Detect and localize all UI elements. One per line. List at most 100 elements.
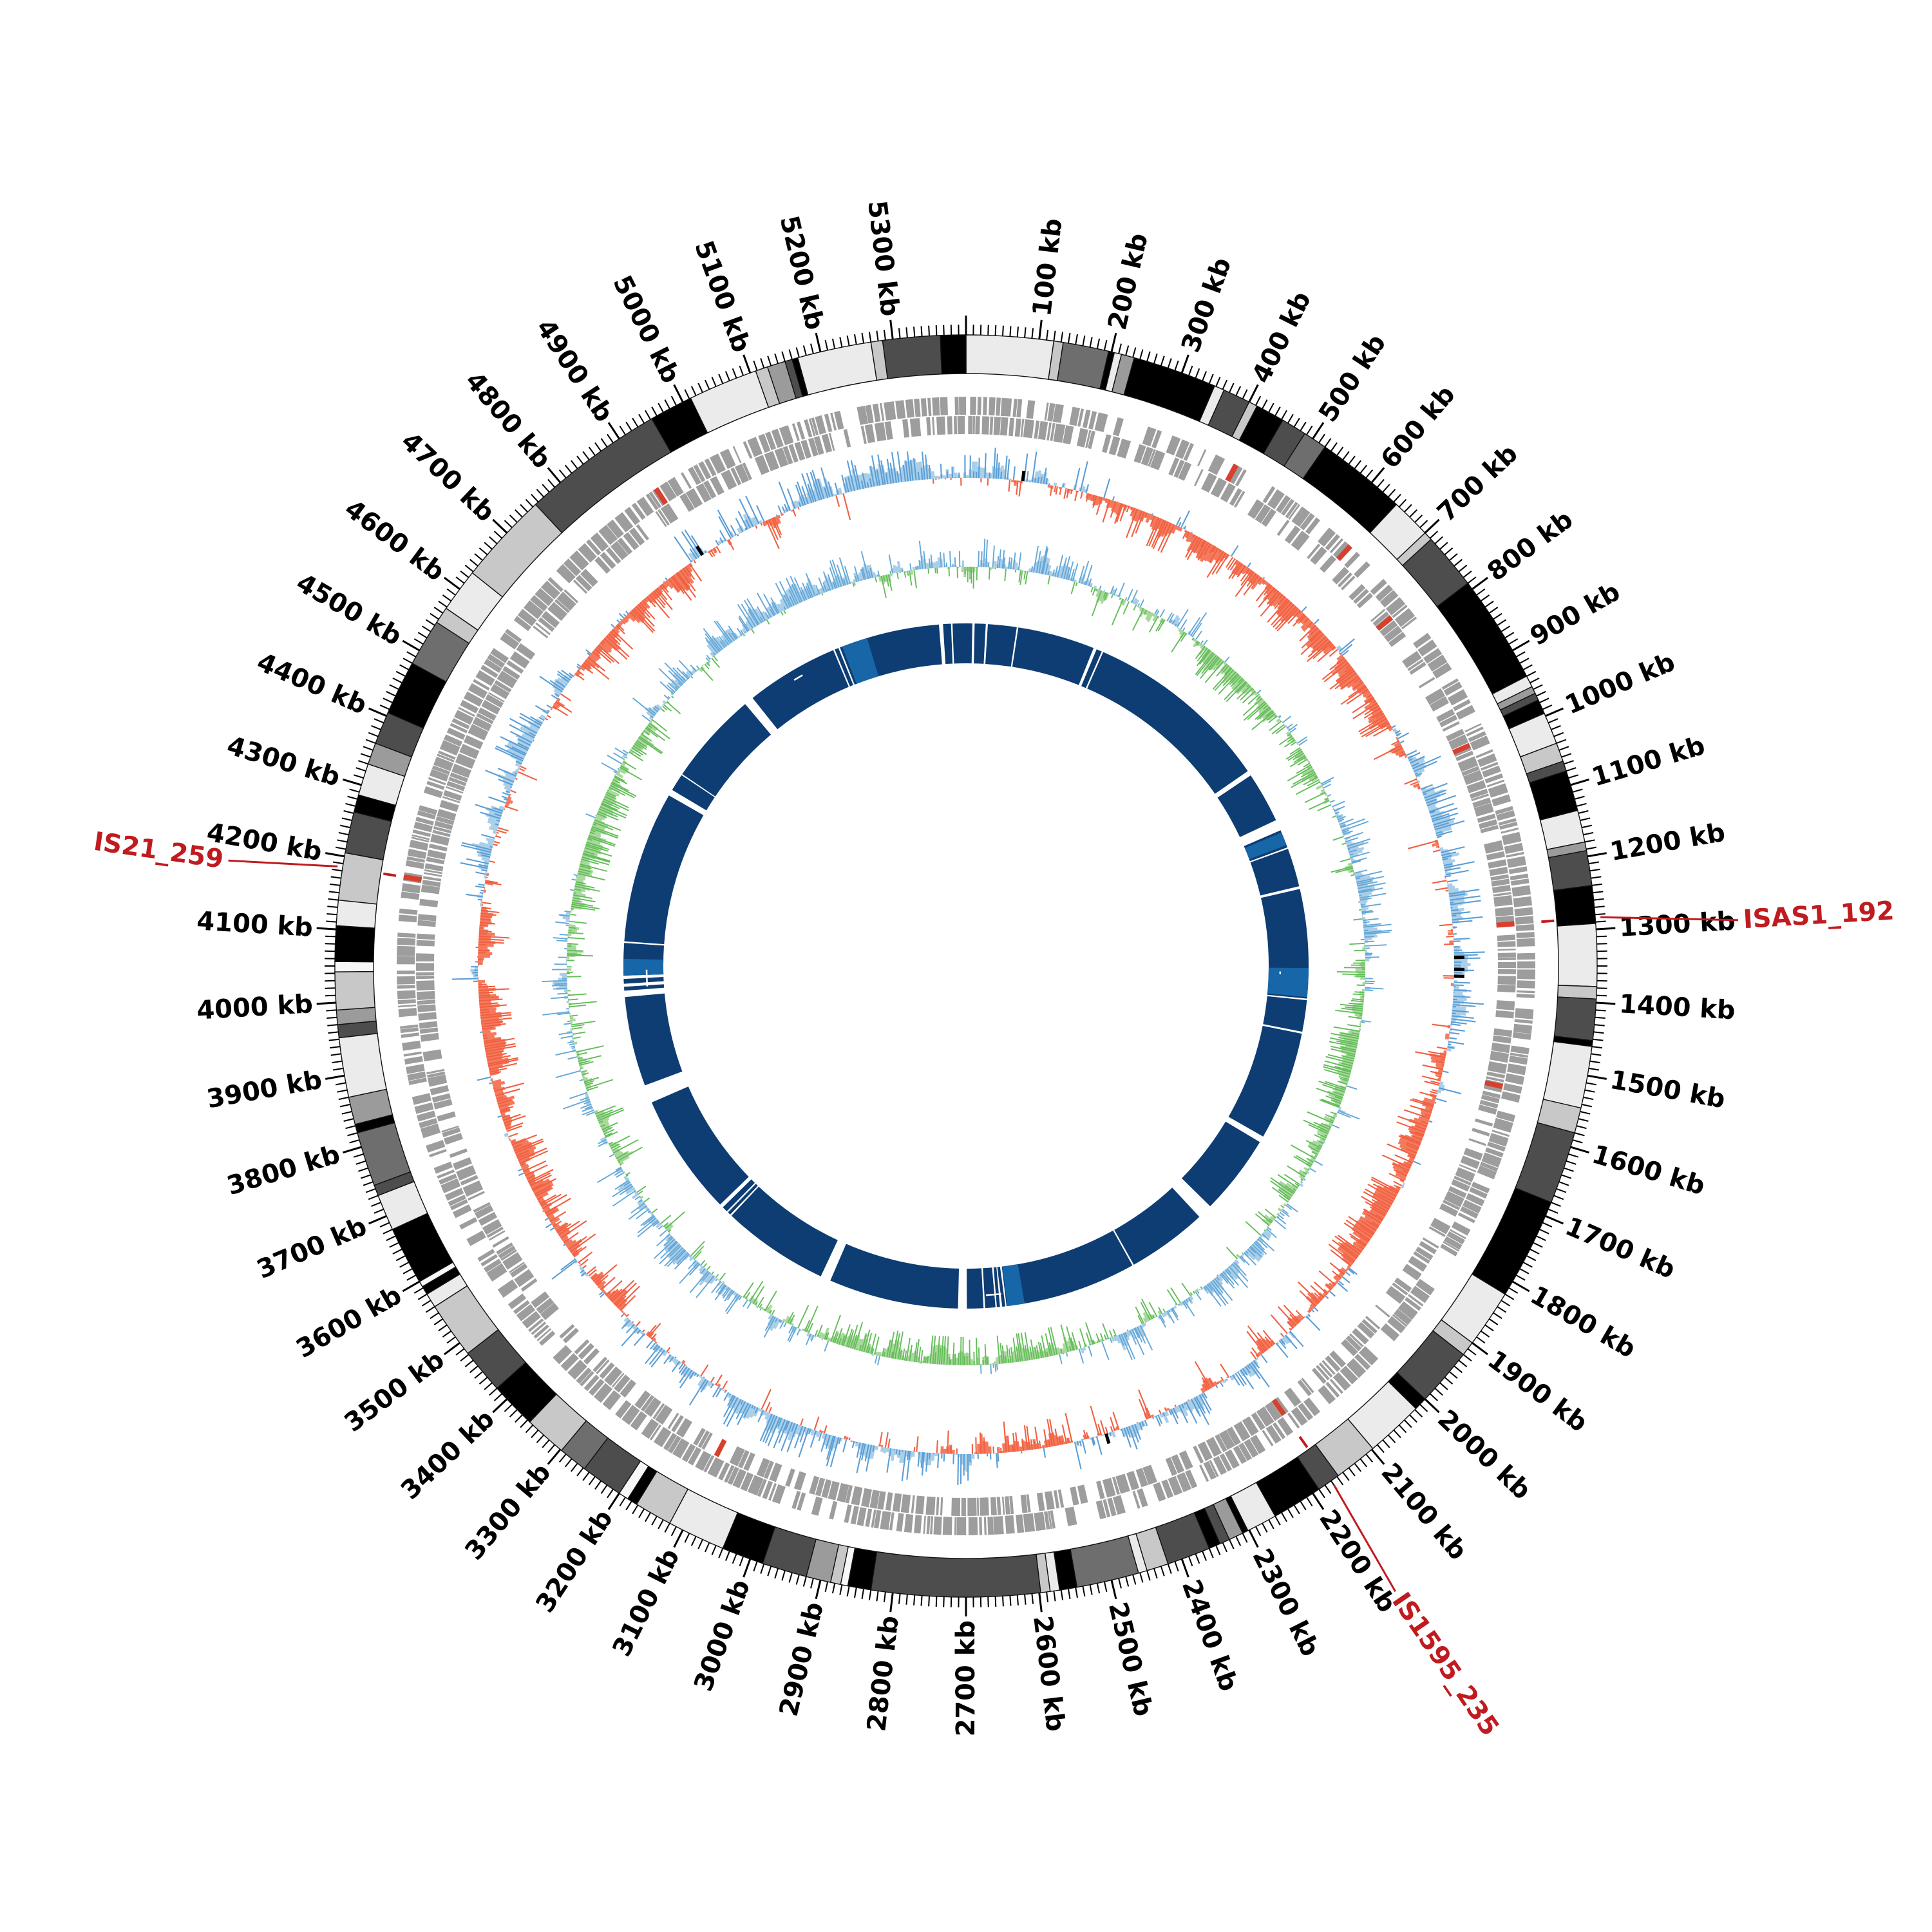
identity-ring <box>623 623 1309 1309</box>
minor-ticks <box>325 325 1607 1607</box>
tick-label: 2900 kb <box>774 1599 829 1719</box>
tick-label: 3400 kb <box>395 1404 500 1505</box>
contig-segment <box>334 971 375 1011</box>
tick-label: 4400 kb <box>252 647 371 721</box>
contig-segment <box>797 341 878 396</box>
identity-white-streaks <box>645 674 1282 1296</box>
tick-label: 1200 kb <box>1608 818 1728 867</box>
tick-label: 4700 kb <box>395 426 500 527</box>
tick-label: 3300 kb <box>459 1458 556 1566</box>
tick-label: 2700 kb <box>951 1620 981 1737</box>
tick-label: 1700 kb <box>1561 1211 1680 1285</box>
tick-label: 1100 kb <box>1589 731 1709 793</box>
tick-label: 4000 kb <box>196 989 314 1025</box>
gc-content-spikes-inward <box>566 566 1366 1366</box>
annotation-label: IS21_259 <box>92 827 225 875</box>
tick-label: 2100 kb <box>1375 1458 1472 1566</box>
tick-label: 3800 kb <box>223 1139 343 1201</box>
contig-segment <box>1553 996 1597 1041</box>
tick-label: 3100 kb <box>607 1544 685 1662</box>
tick-label: 2800 kb <box>862 1614 905 1733</box>
tick-label: 100 kb <box>1027 217 1068 318</box>
gc-skew-fill-outward <box>470 459 1471 1472</box>
tick-label: 5300 kb <box>862 199 905 318</box>
annotation-leader-line <box>1333 1484 1396 1592</box>
contig-segment <box>1557 923 1598 987</box>
annotation-dash <box>1541 919 1555 923</box>
tick-label: 4300 kb <box>223 731 343 793</box>
tick-label: 2500 kb <box>1103 1599 1158 1719</box>
identity-arcs <box>623 623 1309 1309</box>
contig-segment <box>1515 1122 1575 1204</box>
tick-label: 200 kb <box>1103 231 1154 333</box>
major-ticks <box>316 316 1616 1616</box>
tick-label: 1600 kb <box>1589 1139 1709 1201</box>
tick-label: 4900 kb <box>530 314 619 428</box>
contig-segment <box>870 1551 1041 1598</box>
tick-label: 400 kb <box>1246 287 1317 388</box>
contig-segment <box>1056 341 1110 390</box>
contig-segment <box>1553 885 1596 927</box>
annotation-label: ISAS1_192 <box>1743 896 1895 934</box>
grayscale-contig-ring <box>334 334 1598 1598</box>
contig-segment <box>1070 1535 1139 1588</box>
contig-segment <box>336 899 377 929</box>
gene-band-reverse <box>415 416 1517 1517</box>
tick-label: 700 kb <box>1432 439 1524 527</box>
tick-label: 2000 kb <box>1432 1404 1537 1505</box>
black-marks <box>696 470 1465 1444</box>
tick-label: 5000 kb <box>607 270 685 388</box>
tick-label: 1500 kb <box>1608 1065 1728 1115</box>
tick-label: 300 kb <box>1176 254 1237 356</box>
tick-label: 4500 kb <box>291 568 406 652</box>
tick-label: 1900 kb <box>1482 1345 1593 1438</box>
tick-label: 2400 kb <box>1176 1576 1244 1695</box>
tick-label: 1000 kb <box>1561 647 1680 721</box>
scale-ticks <box>316 316 1616 1616</box>
tick-label: 3600 kb <box>291 1280 406 1364</box>
annotation-dash <box>1298 1435 1309 1448</box>
tick-label: 1300 kb <box>1618 906 1736 942</box>
gc-skew-spikes-outward <box>452 448 1485 1485</box>
tick-label: 3700 kb <box>252 1211 371 1285</box>
tick-label: 3000 kb <box>688 1576 756 1695</box>
tick-label: 600 kb <box>1375 380 1461 475</box>
contig-segment <box>338 1032 387 1098</box>
tick-label: 5200 kb <box>774 213 829 332</box>
tick-label: 4800 kb <box>459 366 556 475</box>
annotation-leader-line <box>1600 916 1738 922</box>
gc-skew-ring <box>452 448 1485 1485</box>
contig-segment <box>882 335 943 379</box>
identity-light-patches <box>623 638 1309 1307</box>
annotation-leader-line <box>228 859 338 867</box>
tick-label: 2200 kb <box>1313 1504 1402 1618</box>
tick-label: 5100 kb <box>688 237 756 356</box>
contig-segment <box>334 925 375 963</box>
tick-label: 500 kb <box>1313 329 1392 428</box>
contig-segment <box>1123 357 1216 422</box>
tick-label: 1800 kb <box>1525 1280 1640 1364</box>
tick-label: 4600 kb <box>339 494 450 587</box>
tick-label: 3900 kb <box>205 1065 325 1115</box>
tick-label: 3200 kb <box>530 1504 619 1618</box>
contig-segment <box>334 961 374 972</box>
tick-label: 2300 kb <box>1246 1544 1325 1662</box>
annotation-label: IS1595_235 <box>1386 1587 1504 1741</box>
contig-segment <box>337 852 384 905</box>
gc-content-spikes-outward <box>542 538 1392 1374</box>
tick-label: 1400 kb <box>1618 989 1736 1025</box>
gc-content-fill-inward <box>566 566 1366 1366</box>
tick-label: 4100 kb <box>196 906 314 942</box>
annotation-dash <box>383 872 397 877</box>
contig-segment <box>965 334 1055 380</box>
gc-content-ring <box>542 538 1392 1374</box>
tick-label: 800 kb <box>1482 505 1578 587</box>
tick-label: 2600 kb <box>1027 1614 1070 1733</box>
tick-label: 900 kb <box>1525 577 1625 652</box>
gc-skew-spikes-inward <box>477 477 1454 1454</box>
contig-segment <box>940 334 967 375</box>
contig-segment <box>1471 1187 1552 1295</box>
contig-segment <box>1548 849 1593 891</box>
